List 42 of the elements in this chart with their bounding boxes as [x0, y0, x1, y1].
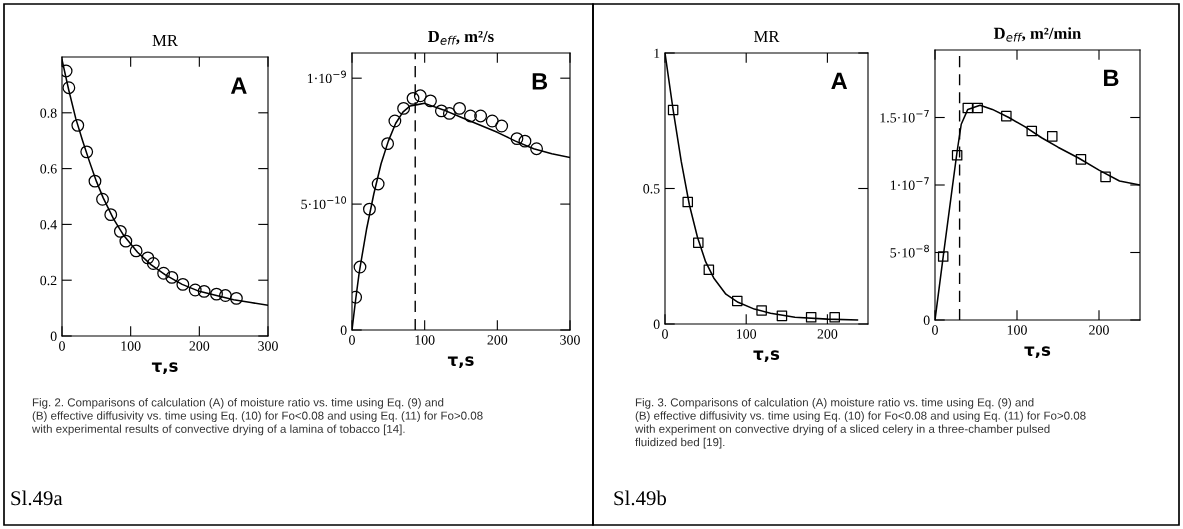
x-tick-label: 200	[487, 335, 508, 345]
y-tick-label: 0.8	[40, 108, 57, 118]
x-tick-label: 300	[258, 341, 278, 351]
annotation: A	[230, 77, 247, 94]
chart-title: D$_{eff}$, m²/s	[428, 30, 494, 45]
chart-title: D$_{eff}$, m²/min	[993, 27, 1081, 42]
text: Sl.49a	[11, 490, 63, 506]
y-tick-label: 0.2	[40, 275, 57, 286]
x-tick-label: 300	[560, 335, 580, 345]
x-tick-label: 200	[189, 341, 210, 351]
y-tick-label: 1·10$^{−9}$	[307, 70, 346, 84]
y-tick-label: 5·10$^{−8}$	[890, 244, 929, 258]
x-axis-title: τ,s	[1024, 346, 1051, 359]
y-tick-label: 0.4	[40, 219, 57, 230]
chart-title: MR	[152, 34, 178, 46]
x-tick-label: 200	[817, 329, 838, 339]
y-tick-label: 1·10$^{−7}$	[890, 177, 929, 190]
caption: Fig. 3. Comparisons of calculation (A) moisture ratio vs. time using Eq. (9) and (B) effective diffusivity vs. time using Eq. (10) for Fo<0.08 and using Eq. (11) for Fo>0.08 with experiment on convective drying of a sliced celery in a three-chamber pulsed fluidized bed [19].	[634, 398, 1086, 449]
y-tick-label: 0.5	[643, 184, 660, 194]
x-tick-label: 100	[1007, 325, 1027, 335]
x-tick-label: 0	[349, 335, 355, 345]
x-tick-label: 0	[662, 329, 668, 339]
x-axis-title: τ,s	[753, 350, 780, 363]
x-axis-title: τ,s	[447, 356, 474, 369]
chart-title: MR	[754, 30, 780, 42]
x-tick-label: 0	[59, 341, 65, 351]
x-tick-label: 100	[737, 329, 757, 339]
y-tick-label: 0.6	[40, 164, 57, 174]
x-tick-label: 0	[932, 325, 938, 335]
x-tick-label: 100	[121, 341, 141, 351]
y-tick-label: 1	[654, 48, 660, 58]
text: Sl.49b	[614, 490, 667, 506]
x-tick-label: 200	[1089, 325, 1109, 335]
annotation: B	[532, 73, 548, 90]
y-tick-label: 0	[923, 315, 930, 325]
x-axis-title: τ,s	[151, 362, 178, 375]
caption: Fig. 2. Comparisons of calculation (A) of moisture ratio vs. time using Eq. (9) and (B) effective diffusivity vs. time using Eq. (10) for Fo<0.08 and using Eq. (11) for Fo>0.08 with experimental results of convective drying of a lamina of tobacco [14].	[31, 398, 483, 436]
y-tick-label: 1.5·10$^{−7}$	[880, 109, 929, 123]
y-tick-label: 5·10$^{−10}$	[301, 196, 347, 210]
annotation: B	[1104, 69, 1119, 87]
x-tick-label: 100	[415, 335, 435, 345]
annotation: A	[831, 72, 848, 90]
